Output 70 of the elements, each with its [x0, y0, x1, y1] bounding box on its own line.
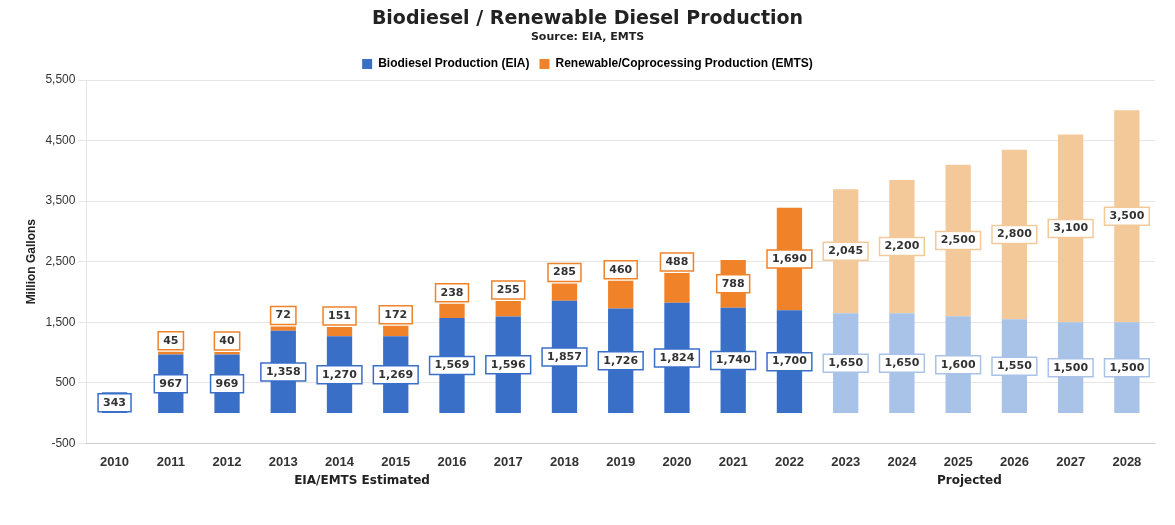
data-label: 1,500	[1053, 360, 1089, 374]
data-label: 2,200	[884, 239, 920, 253]
y-tick-label: 1,500	[45, 314, 76, 329]
data-label: 488	[665, 254, 689, 268]
data-label: 788	[721, 276, 745, 290]
data-label: 1,550	[997, 359, 1033, 373]
data-label: 1,269	[378, 367, 414, 381]
chart-title: Biodiesel / Renewable Diesel Production	[370, 6, 805, 28]
data-label: 1,726	[603, 353, 639, 367]
data-label: 1,500	[1109, 360, 1145, 374]
data-label: 1,650	[828, 356, 864, 370]
x-tick-label: 2022	[774, 453, 804, 469]
y-tick-label: 5,500	[45, 72, 76, 87]
x-tick-label: 2016	[437, 453, 467, 469]
x-tick-label: 2010	[100, 453, 130, 469]
data-label: 969	[215, 376, 239, 390]
data-label: 1,740	[715, 353, 751, 367]
data-label: 172	[384, 307, 408, 321]
data-label: 1,650	[884, 356, 920, 370]
y-tick-label: 4,500	[45, 132, 76, 147]
x-tick-label: 2011	[156, 453, 185, 469]
data-label: 343	[103, 395, 127, 409]
data-label: 967	[159, 376, 183, 390]
x-tick-label: 2019	[606, 453, 636, 469]
data-label: 238	[440, 285, 464, 299]
x-tick-label: 2027	[1056, 453, 1086, 469]
y-tick-label: -500	[51, 435, 76, 450]
data-label: 3,100	[1053, 221, 1089, 235]
data-label: 1,857	[547, 349, 582, 363]
chart-subtitle: Source: EIA, EMTS	[529, 30, 646, 43]
legend-label: Renewable/Coprocessing Production (EMTS)	[555, 56, 813, 71]
x-tick-label: 2026	[999, 453, 1029, 469]
x-tick-label: 2015	[381, 453, 411, 469]
text: Projected	[936, 473, 1002, 487]
data-label: 2,800	[997, 227, 1033, 241]
data-label: 3,500	[1109, 209, 1145, 223]
data-label: 460	[609, 262, 633, 276]
data-label: 1,569	[434, 358, 470, 372]
data-label: 151	[328, 308, 351, 322]
y-axis-title: Million Gallons	[23, 218, 38, 305]
data-label: 1,824	[659, 350, 695, 364]
data-label: 2,500	[940, 233, 976, 247]
data-label: 255	[496, 282, 520, 296]
x-tick-label: 2024	[887, 453, 918, 469]
data-label: 1,270	[322, 367, 358, 381]
x-tick-label: 2021	[718, 453, 748, 469]
x-tick-label: 2012	[212, 453, 242, 469]
text: EIA/EMTS Estimated	[294, 473, 430, 487]
data-label: 45	[163, 333, 179, 347]
legend-label: Biodiesel Production (EIA)	[378, 56, 530, 71]
data-label: 1,690	[772, 251, 808, 265]
x-tick-label: 2028	[1112, 453, 1142, 469]
data-label: 1,700	[772, 354, 808, 368]
x-tick-label: 2014	[325, 453, 355, 469]
x-tick-label: 2023	[831, 453, 861, 469]
y-tick-label: 3,500	[45, 193, 76, 208]
x-tick-label: 2017	[493, 453, 523, 469]
data-label: 285	[552, 265, 576, 279]
data-label: 72	[275, 308, 291, 322]
x-tick-label: 2013	[268, 453, 298, 469]
data-label: 1,600	[940, 357, 976, 371]
data-label: 2,045	[828, 244, 864, 258]
data-label: 1,596	[490, 357, 526, 371]
y-tick-label: 500	[55, 375, 76, 390]
data-label: 1,358	[265, 364, 301, 378]
x-tick-label: 2020	[662, 453, 692, 469]
data-label: 40	[219, 333, 236, 347]
x-tick-label: 2025	[943, 453, 973, 469]
x-tick-label: 2018	[550, 453, 579, 469]
y-tick-label: 2,500	[45, 254, 76, 269]
